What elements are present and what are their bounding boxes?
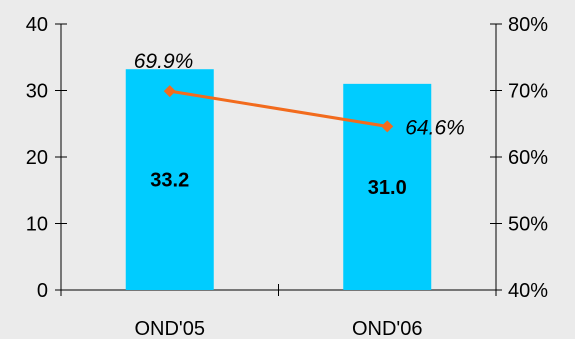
line-series [163, 85, 394, 133]
line-series-path [169, 89, 388, 128]
axes [55, 23, 502, 296]
line-value-label: 69.9% [134, 50, 194, 73]
bar-value-label: 31.0 [368, 177, 407, 199]
y-right-tick-label: 80% [508, 14, 548, 36]
bars [125, 69, 432, 290]
y-right-tick-label: 60% [508, 147, 548, 169]
y-left-tick-label: 20 [26, 147, 48, 169]
y-right-tick-label: 50% [508, 214, 548, 236]
x-category-label: OND'06 [352, 318, 423, 339]
labels: 0 10 20 30 40 40% 50% 60% 70% 80% 33.2 OND'05 31.0 ON… [26, 14, 548, 339]
line-value-label: 64.6% [405, 116, 465, 139]
x-category-label: OND'05 [134, 318, 205, 339]
y-left-tick-label: 30 [26, 81, 48, 103]
line-point-marker [163, 85, 176, 98]
line-point-marker [381, 120, 394, 133]
bar [343, 83, 432, 290]
y-right-tick-label: 40% [508, 280, 548, 302]
y-left-tick-label: 40 [26, 14, 48, 36]
y-right-tick-label: 70% [508, 81, 548, 103]
bar-value-label: 33.2 [150, 170, 189, 192]
y-left-tick-label: 0 [37, 280, 48, 302]
y-left-tick-label: 10 [26, 214, 48, 236]
bar [125, 69, 214, 290]
